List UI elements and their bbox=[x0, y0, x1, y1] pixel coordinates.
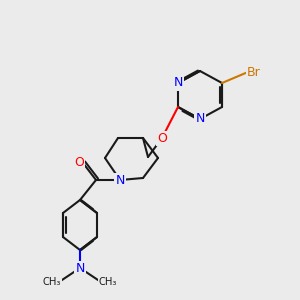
Text: CH₃: CH₃ bbox=[99, 277, 117, 287]
Text: O: O bbox=[74, 155, 84, 169]
Text: N: N bbox=[115, 173, 125, 187]
Text: N: N bbox=[173, 76, 183, 89]
Text: O: O bbox=[157, 131, 167, 145]
Text: Br: Br bbox=[247, 65, 261, 79]
Text: N: N bbox=[75, 262, 85, 275]
Text: CH₃: CH₃ bbox=[43, 277, 61, 287]
Text: N: N bbox=[195, 112, 205, 125]
